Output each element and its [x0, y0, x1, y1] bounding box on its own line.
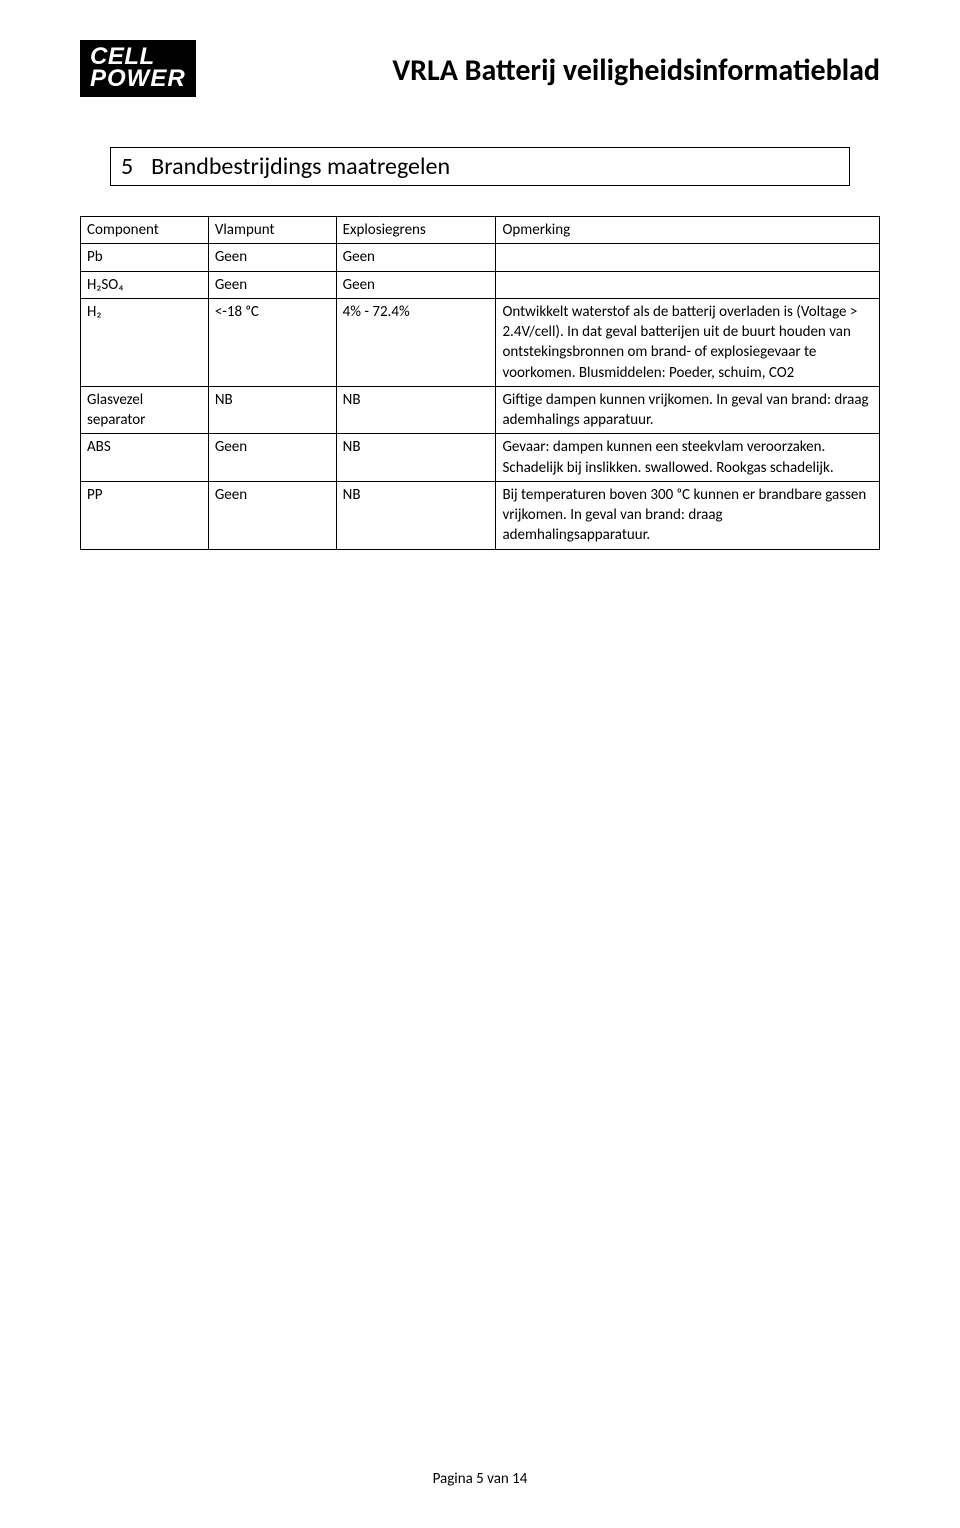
page: CELL POWER VRLA Batterij veiligheidsinfo… [0, 0, 960, 610]
cell-vlampunt: <-18 ᵒC [208, 298, 336, 386]
cell-component: Glasvezel separator [81, 386, 209, 434]
table-header: Component [81, 217, 209, 244]
fire-measures-table: Component Vlampunt Explosiegrens Opmerki… [80, 216, 880, 550]
cell-component: H₂ [81, 298, 209, 386]
table-header-row: Component Vlampunt Explosiegrens Opmerki… [81, 217, 880, 244]
cell-explosiegrens: Geen [336, 271, 496, 298]
cell-explosiegrens: Geen [336, 244, 496, 271]
cell-opmerking [496, 271, 880, 298]
section-number: 5 [121, 152, 133, 181]
cell-explosiegrens: NB [336, 434, 496, 482]
cell-opmerking [496, 244, 880, 271]
cell-component: H₂SO₄ [81, 271, 209, 298]
header: CELL POWER VRLA Batterij veiligheidsinfo… [80, 40, 880, 97]
table-row: H₂ <-18 ᵒC 4% - 72.4% Ontwikkelt waterst… [81, 298, 880, 386]
cell-vlampunt: NB [208, 386, 336, 434]
cell-vlampunt: Geen [208, 434, 336, 482]
cell-opmerking: Gevaar: dampen kunnen een steekvlam vero… [496, 434, 880, 482]
cell-vlampunt: Geen [208, 244, 336, 271]
table-header: Vlampunt [208, 217, 336, 244]
table-row: Pb Geen Geen [81, 244, 880, 271]
section-title: Brandbestrijdings maatregelen [151, 152, 450, 181]
cell-vlampunt: Geen [208, 481, 336, 549]
cell-explosiegrens: 4% - 72.4% [336, 298, 496, 386]
cell-component: Pb [81, 244, 209, 271]
document-title: VRLA Batterij veiligheidsinformatieblad [196, 40, 880, 89]
table-row: H₂SO₄ Geen Geen [81, 271, 880, 298]
logo-line-2: POWER [90, 68, 186, 90]
cell-explosiegrens: NB [336, 386, 496, 434]
cell-vlampunt: Geen [208, 271, 336, 298]
cell-opmerking: Giftige dampen kunnen vrijkomen. In geva… [496, 386, 880, 434]
table-row: ABS Geen NB Gevaar: dampen kunnen een st… [81, 434, 880, 482]
cell-explosiegrens: NB [336, 481, 496, 549]
cell-opmerking: Ontwikkelt waterstof als de batterij ove… [496, 298, 880, 386]
cell-component: PP [81, 481, 209, 549]
table-header: Explosiegrens [336, 217, 496, 244]
cell-component: ABS [81, 434, 209, 482]
section-heading: 5 Brandbestrijdings maatregelen [110, 147, 850, 186]
cell-opmerking: Bij temperaturen boven 300 ᵒC kunnen er … [496, 481, 880, 549]
table-header: Opmerking [496, 217, 880, 244]
logo: CELL POWER [80, 40, 196, 97]
table-row: Glasvezel separator NB NB Giftige dampen… [81, 386, 880, 434]
table-row: PP Geen NB Bij temperaturen boven 300 ᵒC… [81, 481, 880, 549]
page-footer: Pagina 5 van 14 [0, 1470, 960, 1488]
